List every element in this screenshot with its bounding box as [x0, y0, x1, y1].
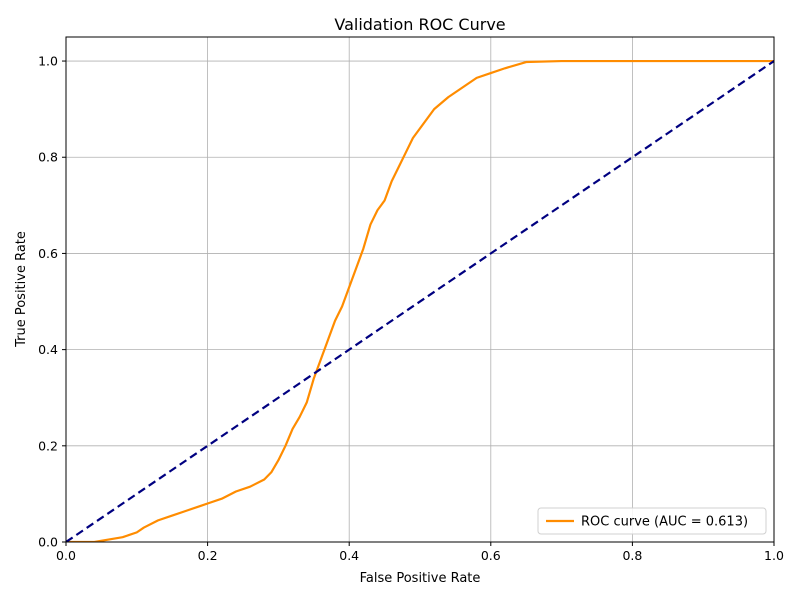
y-tick-label: 0.0 — [38, 535, 58, 550]
chance-diagonal-line — [66, 60, 774, 542]
y-tick-label: 0.4 — [38, 342, 58, 357]
plot-frame — [65, 36, 775, 543]
y-tick-label: 0.8 — [38, 150, 58, 165]
x-tick-label: 0.4 — [339, 548, 359, 563]
x-tick-label: 0.0 — [56, 548, 76, 563]
y-axis-label: True Positive Rate — [14, 231, 29, 348]
legend-box — [537, 507, 767, 535]
y-axis-ticks: 0.0 0.2 0.4 0.6 0.8 1.0 — [38, 54, 66, 550]
x-tick-label: 0.2 — [198, 548, 218, 563]
x-axis-label: False Positive Rate — [360, 571, 481, 586]
series-layer — [66, 59, 774, 542]
roc-curve-line — [66, 59, 774, 542]
chart-title: Validation ROC Curve — [334, 15, 505, 34]
x-tick-label: 0.8 — [622, 548, 642, 563]
legend: ROC curve (AUC = 0.613) — [537, 507, 767, 535]
x-tick-label: 1.0 — [764, 548, 784, 563]
x-axis-ticks: 0.0 0.2 0.4 0.6 0.8 1.0 — [56, 542, 784, 563]
y-tick-label: 0.2 — [38, 438, 58, 453]
y-tick-label: 1.0 — [38, 54, 58, 69]
y-tick-label: 0.6 — [38, 246, 58, 261]
x-tick-label: 0.6 — [481, 548, 501, 563]
legend-label: ROC curve (AUC = 0.613) — [581, 515, 748, 530]
